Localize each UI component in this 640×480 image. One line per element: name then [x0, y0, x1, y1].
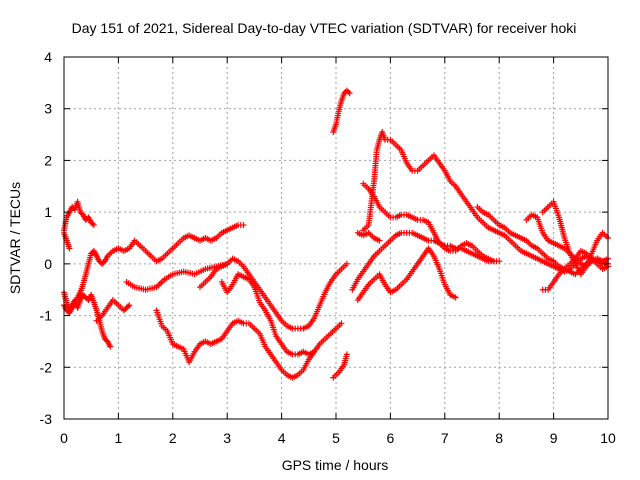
data-point	[496, 258, 503, 265]
series-arc-4	[61, 222, 247, 316]
data-point	[345, 88, 352, 95]
y-tick-label: 4	[44, 49, 52, 65]
data-point	[103, 337, 110, 344]
data-point	[66, 245, 73, 252]
y-tick-label: -2	[40, 359, 53, 375]
data-point	[126, 302, 133, 309]
data-marks	[61, 87, 611, 381]
data-point	[338, 320, 345, 327]
y-tick-label: -3	[40, 411, 53, 427]
data-point	[78, 210, 85, 217]
x-tick-label: 10	[600, 430, 616, 446]
y-tick-label: 1	[44, 204, 52, 220]
data-point	[452, 294, 459, 301]
data-point	[124, 303, 131, 310]
x-axis-label: GPS time / hours	[282, 457, 389, 473]
x-tick-label: 0	[60, 430, 68, 446]
data-point	[89, 220, 96, 227]
data-point	[90, 222, 97, 229]
series-arc-13	[354, 229, 383, 244]
data-point	[100, 259, 107, 266]
data-point	[240, 222, 247, 229]
series-arc-7	[197, 260, 231, 291]
series-arc-6	[123, 255, 350, 332]
x-tick-label: 9	[550, 430, 558, 446]
y-tick-label: 2	[44, 152, 52, 168]
x-tick-label: 2	[169, 430, 177, 446]
y-tick-label: -1	[40, 308, 53, 324]
data-point	[224, 260, 231, 267]
data-point	[346, 90, 353, 97]
y-tick-label: 3	[44, 101, 52, 117]
x-tick-label: 3	[223, 430, 231, 446]
chart-title: Day 151 of 2021, Sidereal Day-to-day VTE…	[72, 20, 577, 36]
x-tick-label: 6	[387, 430, 395, 446]
data-point	[343, 351, 350, 358]
series-arc-20	[539, 247, 611, 293]
x-tick-label: 8	[495, 430, 503, 446]
x-tick-label: 5	[332, 430, 340, 446]
x-tick-label: 1	[115, 430, 123, 446]
series-arc-19	[539, 198, 611, 278]
series-arc-2	[61, 229, 73, 252]
series-arc-15	[349, 229, 497, 293]
series-arc-10	[330, 351, 350, 381]
series-arc-11	[330, 87, 353, 135]
y-axis-label: SDTVAR / TECUs	[7, 182, 23, 294]
data-point	[343, 260, 350, 267]
series-arc-14	[360, 128, 611, 275]
data-point	[70, 303, 77, 310]
series-arc-3	[61, 289, 114, 350]
series-arc-8	[218, 271, 318, 358]
series-arc-1	[61, 198, 97, 234]
data-point	[107, 343, 114, 350]
series-arc-9	[153, 307, 345, 381]
x-tick-label: 7	[441, 430, 449, 446]
data-point	[490, 258, 497, 265]
series-arc-16	[354, 245, 459, 304]
series-arc-5	[93, 297, 133, 324]
data-point	[376, 237, 383, 244]
y-tick-label: 0	[44, 256, 52, 272]
axis-ticks: 0 1 2 3 4 5 6 7 8 9 10 -3 -2 -1 0 1 2 3 4	[40, 49, 616, 446]
x-tick-label: 4	[278, 430, 286, 446]
